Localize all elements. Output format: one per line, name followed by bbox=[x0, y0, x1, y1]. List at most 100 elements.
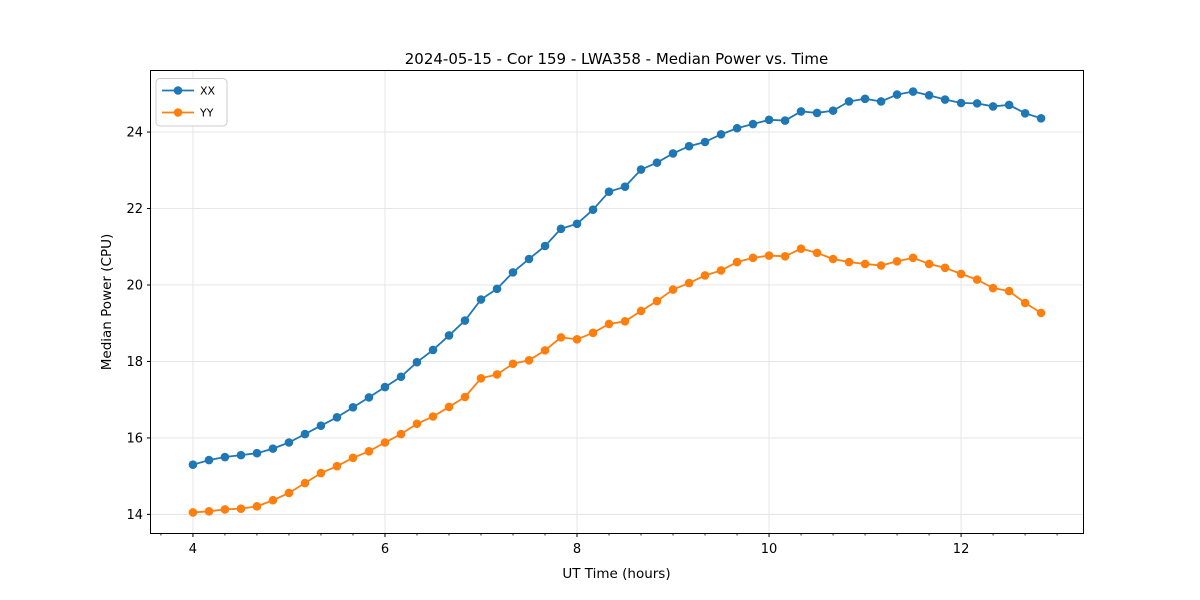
legend-box bbox=[155, 78, 228, 127]
data-point-xx bbox=[380, 382, 390, 392]
data-point-xx bbox=[572, 219, 582, 229]
data-point-yy bbox=[364, 446, 374, 456]
data-point-yy bbox=[844, 257, 854, 267]
x-axis-label: UT Time (hours) bbox=[562, 566, 670, 582]
data-point-yy bbox=[476, 373, 486, 383]
data-point-yy bbox=[252, 502, 262, 511]
data-point-yy bbox=[988, 283, 998, 293]
data-point-xx bbox=[604, 187, 614, 196]
series-line-xx bbox=[192, 90, 1042, 466]
data-point-xx bbox=[892, 90, 902, 99]
data-point-yy bbox=[780, 252, 790, 261]
data-point-yy bbox=[556, 333, 566, 342]
data-point-xx bbox=[620, 182, 630, 192]
y-tick-label: 20 bbox=[126, 278, 143, 293]
data-point-yy bbox=[348, 453, 358, 463]
data-point-yy bbox=[828, 254, 838, 264]
data-point-xx bbox=[940, 95, 950, 104]
data-point-xx bbox=[988, 102, 998, 111]
data-point-yy bbox=[460, 392, 470, 402]
data-point-yy bbox=[748, 253, 758, 263]
data-point-yy bbox=[876, 261, 886, 270]
data-point-xx bbox=[492, 284, 502, 294]
data-point-yy bbox=[492, 370, 502, 379]
x-tick-label: 10 bbox=[761, 542, 778, 557]
legend-label-xx: XX bbox=[200, 85, 216, 98]
data-point-xx bbox=[444, 331, 454, 340]
y-tick-label: 24 bbox=[126, 126, 143, 141]
series-layer bbox=[188, 87, 1046, 517]
plot-border bbox=[150, 70, 1084, 534]
data-point-xx bbox=[476, 295, 486, 304]
chart-title: 2024-05-15 - Cor 159 - LWA358 - Median P… bbox=[405, 50, 829, 68]
gridlines bbox=[150, 70, 1084, 534]
y-axis-label: Median Power (CPU) bbox=[99, 234, 115, 370]
data-point-yy bbox=[812, 248, 822, 258]
data-point-yy bbox=[396, 429, 406, 439]
x-tick-label: 8 bbox=[573, 542, 581, 557]
axis-ticks: 4 6 8 10 12 14 16 18 20 22 24 bbox=[126, 126, 1058, 557]
data-point-xx bbox=[780, 116, 790, 125]
legend-label-yy: YY bbox=[199, 107, 214, 120]
legend: XX YY bbox=[155, 78, 228, 127]
legend-marker-xx bbox=[173, 86, 183, 95]
data-point-xx bbox=[716, 130, 726, 139]
data-point-yy bbox=[684, 278, 694, 288]
data-point-xx bbox=[700, 137, 710, 147]
data-point-yy bbox=[636, 306, 646, 316]
data-point-yy bbox=[668, 285, 678, 294]
data-point-xx bbox=[764, 115, 774, 125]
data-point-xx bbox=[924, 91, 934, 100]
data-point-yy bbox=[540, 346, 550, 355]
x-tick-label: 12 bbox=[953, 542, 970, 557]
data-point-xx bbox=[956, 98, 966, 108]
data-point-yy bbox=[220, 505, 230, 514]
data-point-yy bbox=[332, 461, 342, 471]
data-point-xx bbox=[828, 106, 838, 115]
data-point-xx bbox=[284, 438, 294, 447]
data-point-yy bbox=[236, 504, 246, 513]
data-point-xx bbox=[524, 254, 534, 264]
data-point-yy bbox=[204, 507, 214, 516]
data-point-xx bbox=[588, 205, 598, 214]
data-point-yy bbox=[908, 253, 918, 263]
data-point-xx bbox=[652, 158, 662, 167]
data-point-yy bbox=[892, 256, 902, 266]
data-point-xx bbox=[1036, 113, 1046, 123]
data-point-xx bbox=[556, 224, 566, 234]
data-point-yy bbox=[796, 244, 806, 253]
data-point-yy bbox=[572, 334, 582, 344]
data-point-yy bbox=[620, 317, 630, 326]
data-point-xx bbox=[268, 444, 278, 453]
data-point-xx bbox=[876, 97, 886, 106]
data-point-xx bbox=[236, 450, 246, 460]
data-point-xx bbox=[300, 429, 310, 439]
data-point-xx bbox=[684, 141, 694, 151]
data-point-yy bbox=[956, 269, 966, 279]
data-point-xx bbox=[668, 149, 678, 158]
data-point-yy bbox=[972, 275, 982, 284]
y-tick-label: 18 bbox=[126, 355, 143, 370]
data-point-xx bbox=[1020, 109, 1030, 118]
y-tick-label: 22 bbox=[126, 202, 143, 217]
data-point-yy bbox=[716, 266, 726, 275]
data-point-yy bbox=[604, 319, 614, 329]
data-point-xx bbox=[636, 165, 646, 174]
data-point-xx bbox=[460, 316, 470, 325]
data-point-xx bbox=[396, 372, 406, 382]
y-tick-label: 14 bbox=[126, 508, 143, 523]
data-point-yy bbox=[764, 251, 774, 260]
data-point-xx bbox=[796, 107, 806, 116]
data-point-xx bbox=[412, 357, 422, 367]
data-point-yy bbox=[444, 402, 454, 412]
data-point-yy bbox=[188, 508, 198, 517]
legend-marker-yy bbox=[173, 108, 183, 117]
data-point-yy bbox=[1004, 286, 1014, 296]
data-point-yy bbox=[588, 328, 598, 338]
data-point-xx bbox=[844, 97, 854, 106]
data-point-xx bbox=[732, 123, 742, 133]
data-point-xx bbox=[348, 403, 358, 412]
data-point-yy bbox=[652, 296, 662, 306]
